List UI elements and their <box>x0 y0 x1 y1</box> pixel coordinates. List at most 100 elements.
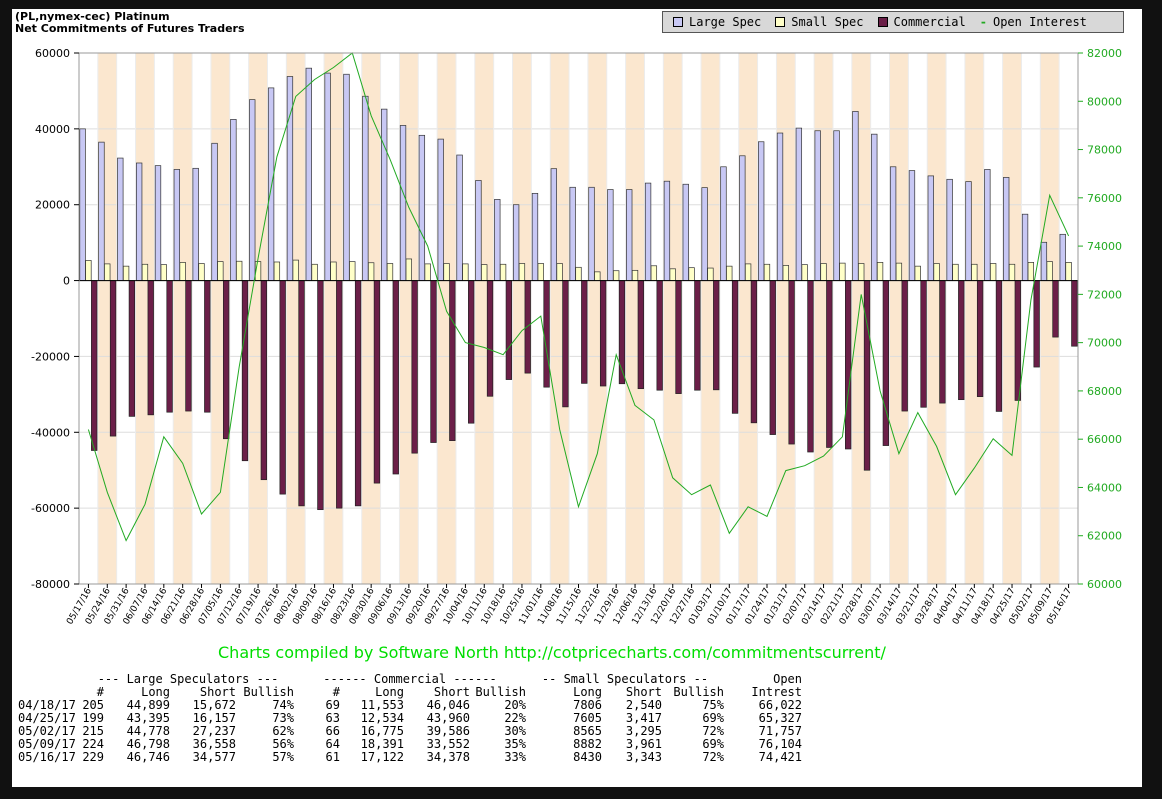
commercial-bar <box>1033 280 1040 368</box>
table-cell: 15,672 <box>192 698 236 712</box>
table-cell: 33,552 <box>426 737 470 751</box>
small-spec-bar <box>631 269 639 281</box>
large-spec-bar <box>984 169 991 281</box>
small-spec-bar <box>499 263 507 281</box>
credit-line[interactable]: Charts compiled by Software North http:/… <box>218 643 886 662</box>
small-spec-bar <box>726 265 733 281</box>
large-spec-bar <box>154 165 162 281</box>
commercial-bar <box>939 280 946 404</box>
large-spec-bar <box>494 199 501 281</box>
large-spec-bar <box>305 67 312 281</box>
large-spec-bar <box>230 119 237 281</box>
table-cell: 7605 <box>573 711 602 725</box>
table-cell: 65,327 <box>758 711 802 725</box>
commercial-bar <box>128 280 136 417</box>
commercial-bar <box>581 280 588 384</box>
small-spec-bar <box>367 262 375 281</box>
commercial-bar <box>901 280 908 412</box>
table-cell: 72% <box>702 750 724 764</box>
table-cell: 8430 <box>573 750 602 764</box>
table-cell: 215 <box>82 724 104 738</box>
small-spec-bar <box>669 268 676 281</box>
table-cell: 75% <box>702 698 724 712</box>
week-stripe <box>1040 53 1060 584</box>
small-spec-bar <box>613 270 620 281</box>
commercial-bar <box>392 280 399 475</box>
small-spec-bar <box>104 263 111 281</box>
table-header: Long <box>141 685 170 699</box>
cot-table: --- Large Speculators --- ------ Commerci… <box>18 673 802 764</box>
large-spec-bar <box>399 125 407 281</box>
small-spec-bar <box>895 262 903 281</box>
table-header: # <box>96 685 104 699</box>
week-stripe <box>512 53 532 584</box>
small-spec-bar <box>122 265 130 281</box>
small-spec-bar <box>424 263 431 281</box>
large-spec-bar <box>192 167 199 281</box>
large-spec-bar <box>644 182 652 281</box>
commercial-bar <box>694 280 701 391</box>
legend-label-commercial: Commercial <box>893 15 966 29</box>
commercial-bar <box>863 280 871 471</box>
commercial-bar <box>354 280 362 507</box>
large-spec-bar <box>758 141 765 281</box>
table-cell: 76,104 <box>758 737 802 751</box>
commercial-bar <box>185 280 192 412</box>
small-spec-bar <box>876 262 884 281</box>
large-spec-bar <box>795 127 803 281</box>
small-spec-bar <box>744 263 752 281</box>
commercial-bar <box>279 280 286 495</box>
small-spec-bar <box>198 263 205 281</box>
right-axis-tick-label: 82000 <box>1087 47 1122 60</box>
large-spec-bar <box>98 141 105 281</box>
commercial-bar <box>958 280 965 401</box>
table-cell: 46,046 <box>426 698 470 712</box>
small-spec-bar <box>179 262 186 281</box>
small-spec-bar <box>1065 262 1072 281</box>
commercial-bar <box>505 280 513 380</box>
commercial-bar <box>562 280 569 408</box>
commercial-bar <box>411 280 418 454</box>
small-spec-bar <box>952 263 959 281</box>
table-cell: 73% <box>272 711 294 725</box>
table-cell: 43,960 <box>426 711 470 725</box>
small-spec-bar <box>405 258 412 281</box>
table-header: Bullish <box>243 685 294 699</box>
legend: Large Spec Small Spec Commercial - Open … <box>662 11 1124 33</box>
commercial-bar <box>995 280 1003 412</box>
large-spec-bar <box>607 189 614 281</box>
table-cell: 74% <box>272 698 294 712</box>
small-spec-bar <box>990 263 997 281</box>
large-spec-bar <box>456 154 463 281</box>
table-group-header: -- Small Speculators -- <box>541 672 709 686</box>
commercial-bar <box>241 280 249 462</box>
left-axis-tick-label: -40000 <box>31 426 70 439</box>
right-axis-tick-label: 68000 <box>1087 385 1122 398</box>
large-spec-bar <box>418 134 426 281</box>
chart-title: (PL,nymex-cec) Platinum <box>15 10 170 23</box>
table-cell: 34,378 <box>426 750 470 764</box>
table-date-cell: 05/09/17 <box>18 737 76 751</box>
commercial-bar <box>845 280 852 450</box>
large-spec-bar <box>965 181 972 281</box>
legend-label-open-interest: Open Interest <box>992 15 1087 29</box>
commercial-bar <box>769 280 776 435</box>
table-cell: 17,122 <box>360 750 404 764</box>
table-cell: 44,899 <box>126 698 170 712</box>
commercial-bar <box>807 280 814 453</box>
commercial-bar <box>920 280 927 408</box>
large-spec-bar <box>531 192 539 281</box>
table-cell: 62% <box>272 724 294 738</box>
open-interest-line-swatch: - <box>979 15 987 29</box>
large-spec-bar <box>343 73 350 281</box>
large-spec-bar <box>588 186 595 281</box>
table-header-row: # Long Short Bullish # Long Short Bullish Long Sh… <box>18 686 802 699</box>
small-spec-bar <box>914 265 921 281</box>
large-spec-bar <box>249 99 256 281</box>
left-axis-tick-label: 40000 <box>35 123 70 136</box>
table-cell: 22% <box>504 711 526 725</box>
large-spec-bar <box>701 187 708 281</box>
table-group-header: Open <box>773 672 802 686</box>
commercial-bar <box>599 280 607 387</box>
table-cell: 66,022 <box>758 698 802 712</box>
